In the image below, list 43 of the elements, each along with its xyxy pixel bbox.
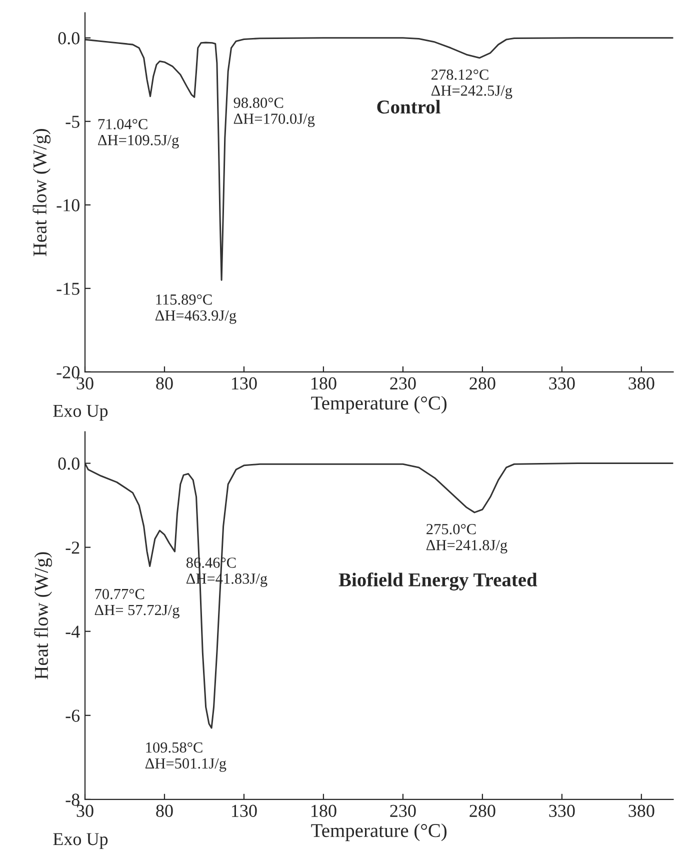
- x-tick-label: 230: [390, 377, 416, 390]
- x-tick-label: 30: [76, 804, 94, 817]
- text: Exo Up: [53, 404, 108, 421]
- y-tick-label: 0.0: [58, 458, 80, 470]
- y-tick-label: -4: [66, 626, 80, 638]
- x-tick-label: 230: [390, 804, 416, 817]
- x-tick-label: 80: [156, 377, 173, 390]
- y-tick-label: -6: [66, 710, 80, 722]
- annotation: 278.12°C ΔH=242.5J/g: [431, 69, 512, 99]
- x-tick-label: 330: [549, 377, 575, 390]
- annotation: 115.89°C ΔH=463.9J/g: [155, 294, 236, 324]
- y-tick-label: -15: [56, 282, 80, 295]
- x-tick-label: 380: [628, 377, 654, 390]
- y-tick-label: -2: [66, 542, 80, 554]
- x-tick-label: 180: [312, 804, 336, 817]
- x-tick-label: 80: [156, 804, 173, 817]
- text: Exo Up: [53, 833, 108, 849]
- annotation: 70.77°C ΔH= 57.72J/g: [94, 588, 180, 618]
- x-axis-title: Temperature (°C): [311, 396, 447, 414]
- x-tick-label: 280: [470, 804, 496, 817]
- x-tick-label: 330: [549, 804, 575, 817]
- y-tick-label: 0.0: [58, 32, 80, 44]
- line-series: [85, 462, 674, 729]
- y-axis-title: Heat flow (W/g): [32, 128, 51, 256]
- annotation: 275.0°C ΔH=241.8J/g: [426, 524, 508, 554]
- line-series: [85, 37, 674, 281]
- y-tick-label: -5: [66, 116, 80, 128]
- x-tick-label: 30: [76, 377, 94, 390]
- y-tick-label: -8: [66, 794, 80, 806]
- y-tick-label: -20: [56, 366, 80, 378]
- x-tick-label: 130: [232, 804, 257, 817]
- x-axis-title: Temperature (°C): [311, 823, 447, 842]
- y-axis-title: Heat flow (W/g): [34, 552, 52, 680]
- annotation: Control: [377, 100, 440, 114]
- annotation: Biofield Energy Treated: [338, 572, 538, 590]
- y-tick-label: -10: [56, 199, 80, 212]
- x-tick-label: 280: [470, 377, 496, 390]
- x-tick-label: 180: [312, 377, 336, 390]
- x-tick-label: 130: [232, 377, 257, 390]
- annotation: 71.04°C ΔH=109.5J/g: [98, 119, 179, 148]
- annotation: 109.58°C ΔH=501.1J/g: [145, 742, 226, 772]
- x-tick-label: 380: [628, 804, 654, 817]
- annotation: 98.80°C ΔH=170.0J/g: [234, 98, 315, 128]
